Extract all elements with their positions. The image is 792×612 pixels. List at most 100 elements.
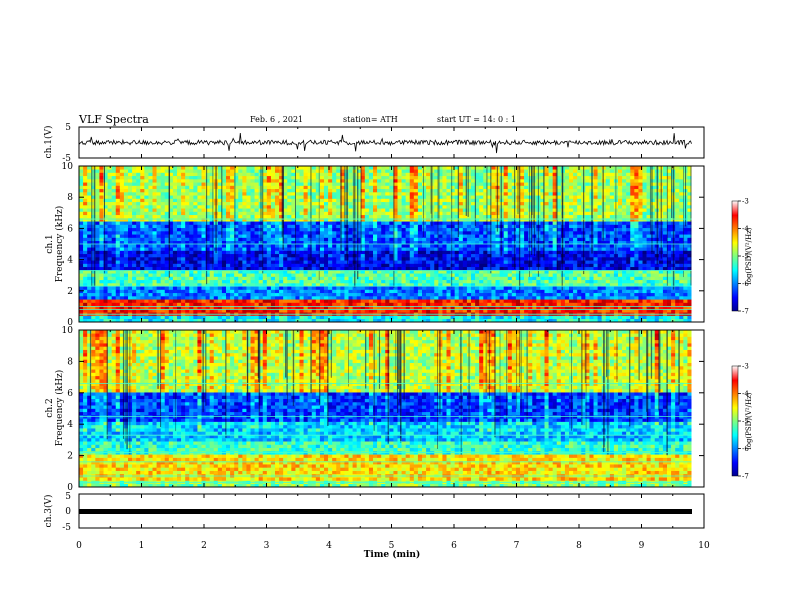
spectrogram-cell (324, 270, 329, 274)
spectrogram-cell (315, 247, 321, 251)
spectrogram-cell (597, 276, 602, 281)
spectrogram-cell (348, 283, 353, 287)
spectrogram-cell (136, 318, 141, 323)
spectrogram-cell (401, 276, 406, 281)
spectrogram-cell (466, 263, 472, 268)
spectrogram-cell (307, 299, 313, 303)
spectrogram-cell (132, 224, 137, 229)
spectrogram-cell (95, 244, 100, 248)
spectrogram-cell (593, 283, 598, 287)
spectrogram-cell (597, 250, 602, 255)
spectrogram-cell (577, 214, 582, 219)
spectrogram-cell (270, 289, 276, 294)
spectrogram-cell (381, 309, 386, 313)
spectrogram-cell (573, 218, 578, 222)
spectrogram-cell (254, 224, 259, 229)
spectrogram-cell (303, 244, 308, 248)
spectrogram-cell (364, 237, 370, 242)
spectrogram-cell (238, 237, 243, 242)
spectrogram-cell (291, 260, 296, 264)
spectrogram-cell (650, 276, 656, 281)
spectrogram-cell (168, 250, 174, 255)
spectrogram-cell (95, 237, 100, 242)
spectrogram-cell (140, 227, 145, 232)
spectrogram-cell (119, 211, 125, 216)
spectrogram-cell (328, 224, 333, 229)
spectrogram-cell (128, 286, 133, 290)
spectrogram-cell (356, 309, 362, 313)
spectrogram-cell (270, 270, 276, 274)
spectrogram-cell (213, 276, 219, 281)
spectrogram-cell (634, 237, 639, 242)
spectrogram-cell (279, 266, 284, 271)
spectrogram-cell (422, 263, 427, 268)
spectrogram-cell (181, 299, 186, 303)
spectrogram-cell (128, 240, 133, 245)
spectrogram-cell (654, 315, 660, 320)
spectrogram-cell (454, 244, 460, 248)
spectrogram-cell (307, 227, 313, 232)
spectrogram-cell (295, 250, 300, 255)
spectrogram-cell (589, 289, 594, 294)
spectrogram-cell (307, 260, 313, 264)
spectrogram-cell (209, 286, 215, 290)
spectrogram-cell (193, 302, 198, 307)
spectrogram-cell (279, 250, 284, 255)
spectrogram-cell (87, 305, 92, 310)
spectrogram-cell (540, 227, 545, 232)
spectrogram-cell (140, 273, 145, 277)
spectrogram-cell (205, 247, 210, 251)
spectrogram-cell (471, 273, 476, 277)
spectrogram-cell (593, 234, 598, 238)
spectrogram-cell (405, 289, 411, 294)
spectrogram-cell (242, 292, 247, 297)
spectrogram-cell (458, 279, 464, 284)
spectrogram-cell (589, 276, 594, 281)
spectrogram-cell (622, 218, 627, 222)
spectrogram-cell (356, 299, 362, 303)
spectrogram-cell (495, 318, 500, 323)
spectrogram-cell (217, 250, 223, 255)
spectrogram-cell (234, 218, 239, 222)
spectrogram-cell (221, 237, 227, 242)
spectrogram-cell (683, 276, 688, 281)
spectrogram-cell (626, 266, 631, 271)
spectrogram-cell (438, 224, 443, 229)
spectrogram-cell (426, 270, 431, 274)
spectrogram-cell (95, 283, 100, 287)
spectrogram-cell (348, 237, 353, 242)
spectrogram-cell (646, 283, 651, 287)
spectrogram-cell (356, 296, 362, 300)
spectrogram-cell (511, 299, 517, 303)
spectrogram-cell (471, 257, 476, 261)
spectrogram-cell (446, 299, 451, 303)
spectrogram-cell (577, 292, 582, 297)
spectrogram-cell (462, 250, 468, 255)
spectrogram-cell (626, 247, 631, 251)
spectrogram-cell (503, 214, 509, 219)
spectrogram-cell (83, 276, 88, 281)
spectrogram-cell (164, 260, 170, 264)
spectrogram-cell (156, 244, 161, 248)
spectrogram-cell (597, 296, 602, 300)
spectrogram-cell (446, 260, 451, 264)
spectrogram-cell (573, 240, 578, 245)
spectrogram-cell (242, 318, 247, 323)
spectrogram-cell (503, 305, 509, 310)
spectrogram-cell (266, 279, 272, 284)
spectrogram-cell (679, 296, 684, 300)
spectrogram-cell (123, 257, 129, 261)
spectrogram-cell (111, 283, 117, 287)
spectrogram-cell (409, 283, 415, 287)
spectrogram-cell (495, 247, 500, 251)
spectrogram-cell (662, 247, 668, 251)
spectrogram-cell (585, 292, 590, 297)
spectrogram-cell (238, 292, 243, 297)
spectrogram-cell (524, 244, 529, 248)
spectrogram-cell (381, 270, 386, 274)
spectrogram-cell (201, 244, 206, 248)
spectrogram-cell (95, 315, 100, 320)
spectrogram-cell (642, 227, 647, 232)
spectrogram-cell (426, 247, 431, 251)
spectrogram-cell (287, 299, 292, 303)
